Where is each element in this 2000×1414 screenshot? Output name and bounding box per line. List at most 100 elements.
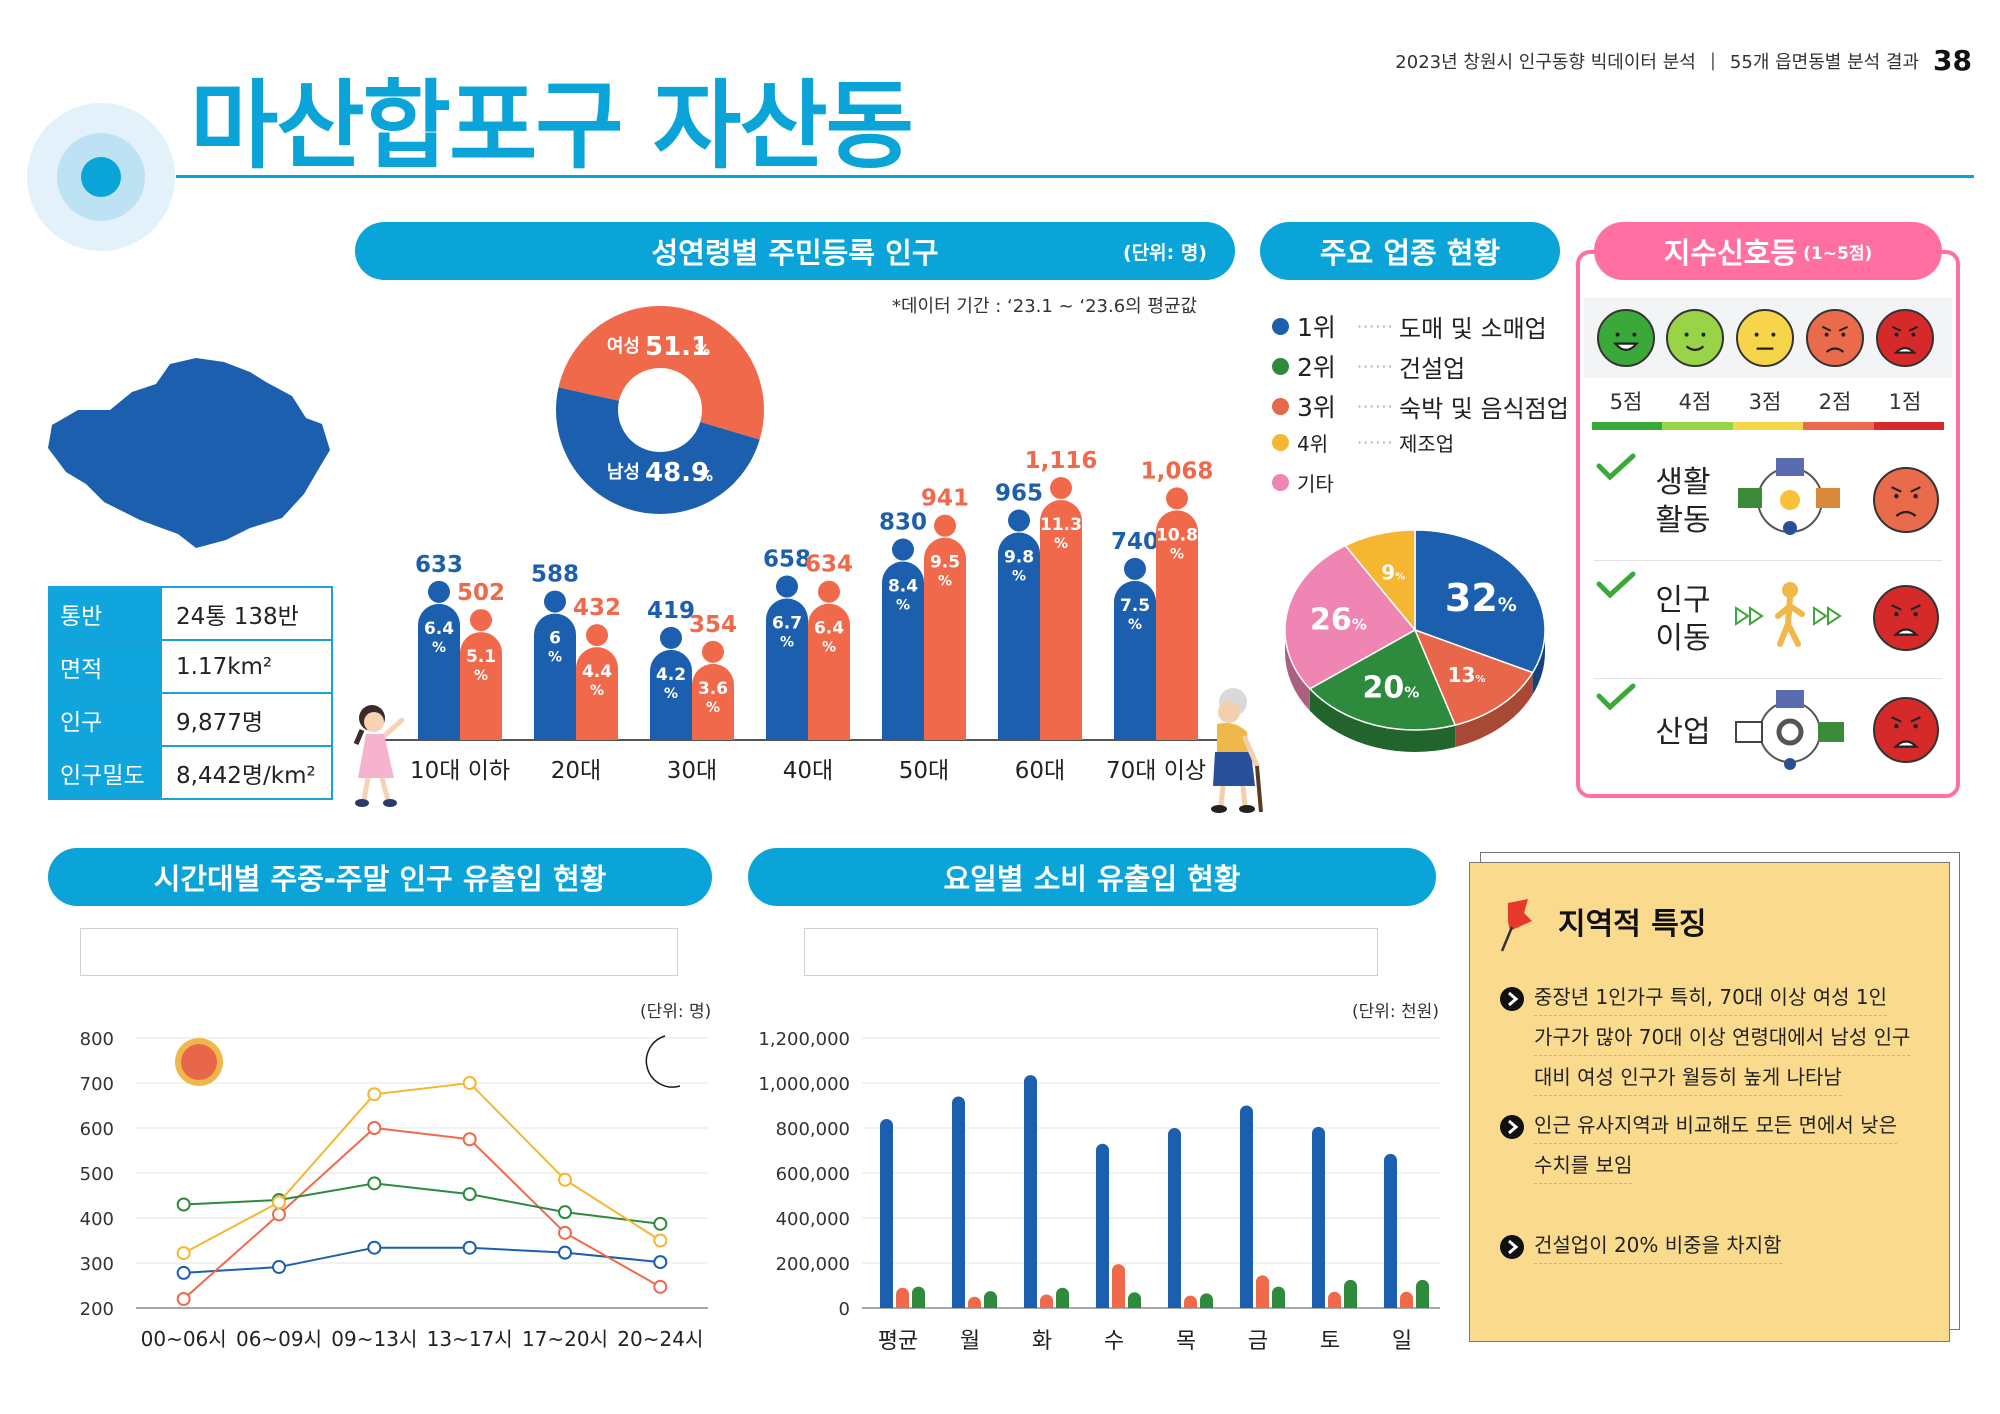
- face-eye: [1771, 332, 1776, 337]
- age-value-label: 354: [689, 612, 737, 638]
- chevron-right-icon: [1500, 1235, 1524, 1259]
- age-bar-남성: [650, 649, 692, 740]
- x-tick-label: 화: [1032, 1329, 1052, 1354]
- day-bar-타시군 소비 유출: [912, 1286, 925, 1308]
- feature-line: 건설업이 20% 비중을 차지함: [1534, 1227, 1782, 1264]
- y-tick-label: 1,000,000: [758, 1074, 850, 1095]
- face-brow: [1838, 325, 1849, 332]
- x-tick-label: 20~24시: [617, 1327, 703, 1351]
- bullet-chevron: [1508, 991, 1519, 1007]
- age-pct-sign: %: [1012, 569, 1026, 585]
- check-mark: [1596, 571, 1636, 599]
- legend-dots: ······: [1357, 316, 1394, 336]
- face-score-1-icon: [1876, 309, 1934, 367]
- series-line-유입(주중): [183, 1246, 661, 1274]
- female-label: 여성: [607, 336, 640, 357]
- face-score-4-icon: [1666, 309, 1724, 367]
- info-key: 인구밀도: [48, 745, 162, 800]
- face-mouth: [1612, 342, 1640, 351]
- data-point: [367, 1087, 382, 1102]
- day-bar-창원시 內 소비: [1096, 1143, 1109, 1308]
- check-icon: [1596, 453, 1636, 481]
- age-pct-label: 6.7: [772, 614, 802, 634]
- day-bar-타시군 소비 유출: [1416, 1279, 1429, 1308]
- legend-name: 숙박 및 음식점업: [1399, 394, 1569, 423]
- industry-legend-item: 4위 ······ 제조업: [1272, 428, 1454, 457]
- data-point: [176, 1197, 191, 1212]
- face-eye: [1894, 493, 1899, 499]
- face-eye: [1684, 332, 1689, 337]
- industry-legend-item: 2위 ······ 건설업: [1272, 348, 1465, 384]
- age-bar-head: [776, 575, 798, 598]
- signal-label-line: 이동: [1655, 621, 1711, 656]
- industry-icon: [1735, 690, 1844, 770]
- face-eye: [1841, 332, 1846, 337]
- info-table: 통반 24통 138반 면적 1.17km² 인구 9,877명 인구밀도 8,442명…: [48, 586, 333, 800]
- day-bar-타시군 소비 유입: [896, 1287, 909, 1308]
- page-title: 마산합포구 자산동: [190, 70, 914, 182]
- day-bar-타시군 소비 유출: [1272, 1286, 1285, 1308]
- x-tick-label: 일: [1392, 1329, 1412, 1354]
- age-bar-여성: [808, 603, 850, 740]
- face-brow: [1908, 325, 1919, 332]
- donut-slice-여성: [558, 305, 764, 440]
- legend-dots: ······: [1357, 433, 1394, 452]
- age-category-label: 40대: [783, 758, 833, 784]
- age-category-label: 60대: [1015, 758, 1065, 784]
- data-point: [176, 1265, 191, 1280]
- age-pct-label: 5.1: [466, 647, 496, 667]
- x-tick-label: 00~06시: [141, 1327, 227, 1351]
- day-bar-타시군 소비 유입: [1256, 1275, 1269, 1308]
- face-circle: [1873, 467, 1939, 533]
- age-bar-head: [544, 590, 566, 613]
- legend-dots: ······: [1357, 396, 1394, 416]
- bag-glyph: [1816, 488, 1840, 508]
- factory-glyph: [1735, 721, 1763, 743]
- feature-line: 가구가 많아 70대 이상 연령대에서 남성 인구: [1534, 1019, 1911, 1056]
- chevron-right-icon: [1500, 1115, 1524, 1139]
- y-tick-label: 700: [80, 1074, 114, 1095]
- signal-row-divider: [1594, 560, 1942, 561]
- age-pct-sign: %: [590, 683, 604, 699]
- pie-pct-sign: %: [1395, 571, 1405, 582]
- legend-dot: [1272, 317, 1289, 335]
- x-tick-label: 13~17시: [427, 1327, 513, 1351]
- pie-pct-sign: %: [1475, 674, 1485, 685]
- age-value-label: 432: [573, 595, 621, 621]
- face-brow: [1910, 486, 1921, 493]
- day-bar-타시군 소비 유입: [1112, 1264, 1125, 1308]
- day-bar-타시군 소비 유출: [1200, 1293, 1213, 1308]
- age-pct-label: 4.2: [656, 665, 686, 685]
- age-pct-sign: %: [664, 686, 678, 702]
- grandma-illustration: [1211, 688, 1263, 813]
- face-mouth: [1893, 740, 1919, 748]
- industry-legend-item: 기타: [1272, 468, 1349, 497]
- legend-name: 건설업: [1399, 354, 1466, 383]
- age-pct-label: 6.4: [424, 619, 454, 639]
- age-category-label: 30대: [667, 758, 717, 784]
- data-point: [558, 1245, 572, 1260]
- x-tick-label: 수: [1104, 1329, 1124, 1354]
- age-bar-head: [1008, 509, 1030, 532]
- age-bar-여성: [576, 647, 618, 740]
- male-pct: 48.9: [645, 458, 709, 488]
- store-glyph: [1776, 458, 1804, 476]
- legend-dot: [1272, 357, 1289, 375]
- face-eye: [1615, 332, 1620, 337]
- male-pct-sign: %: [698, 467, 713, 485]
- face-brow: [1891, 486, 1902, 493]
- age-bar-head: [892, 538, 914, 561]
- info-key: 통반: [48, 586, 162, 641]
- face-mouth: [1895, 510, 1917, 517]
- female-pct: 51.1: [645, 332, 709, 362]
- age-category-label: 10대 이하: [410, 758, 510, 784]
- header-rule: [176, 175, 1974, 178]
- signal-face-score-1-icon: [1873, 697, 1939, 763]
- male-label: 남성: [607, 462, 640, 483]
- money-glyph: [1818, 722, 1844, 742]
- face-circle: [1806, 309, 1864, 367]
- series-line-유입(주말): [183, 1182, 661, 1225]
- face-eye: [1913, 493, 1918, 499]
- score-label: 2점: [1818, 390, 1852, 414]
- face-brow: [1910, 716, 1921, 723]
